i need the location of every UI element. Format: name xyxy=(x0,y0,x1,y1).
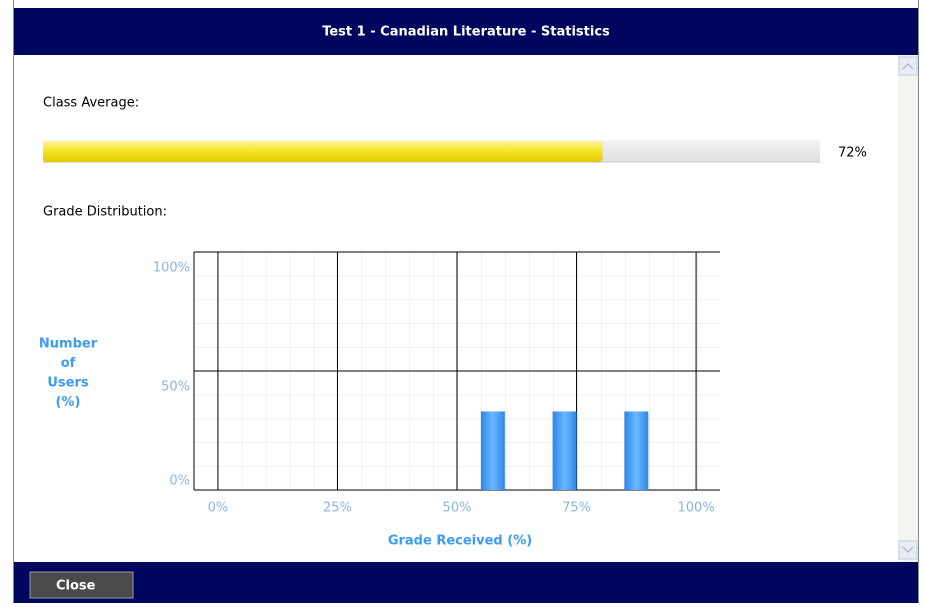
x-tick-label: 75% xyxy=(562,501,591,516)
x-tick-label: 100% xyxy=(678,501,715,516)
y-axis-title: Number xyxy=(39,337,98,352)
arrow-icon xyxy=(902,546,914,553)
bar xyxy=(480,411,505,490)
progress-label: 72% xyxy=(838,146,867,161)
x-tick-label: 50% xyxy=(443,501,472,516)
x-tick-label: 25% xyxy=(323,501,352,516)
y-tick-label: 100% xyxy=(153,261,190,276)
arrow-icon xyxy=(902,63,914,70)
y-tick-label: 50% xyxy=(161,380,190,395)
bar xyxy=(552,411,577,490)
y-axis-title: (%) xyxy=(56,395,81,410)
progress-fill xyxy=(43,141,603,162)
close-button[interactable] xyxy=(29,571,134,599)
class-average-label: Class Average: xyxy=(43,96,139,111)
bar xyxy=(624,411,649,490)
window-title: Test 1 - Canadian Literature - Statistic… xyxy=(322,25,610,40)
y-axis-title: of xyxy=(61,356,76,371)
close-label: Close xyxy=(56,579,96,594)
x-tick-label: 0% xyxy=(208,501,229,516)
scrollbar[interactable] xyxy=(898,55,918,562)
bottom-bar xyxy=(14,562,918,603)
title-bar xyxy=(14,8,918,55)
scroll-up[interactable] xyxy=(898,56,918,76)
y-tick-label: 0% xyxy=(169,474,190,489)
x-axis-title: Grade Received (%) xyxy=(388,534,532,549)
y-axis-title: Users xyxy=(47,376,89,391)
scroll-down[interactable] xyxy=(898,540,918,560)
distribution-label: Grade Distribution: xyxy=(43,205,167,220)
